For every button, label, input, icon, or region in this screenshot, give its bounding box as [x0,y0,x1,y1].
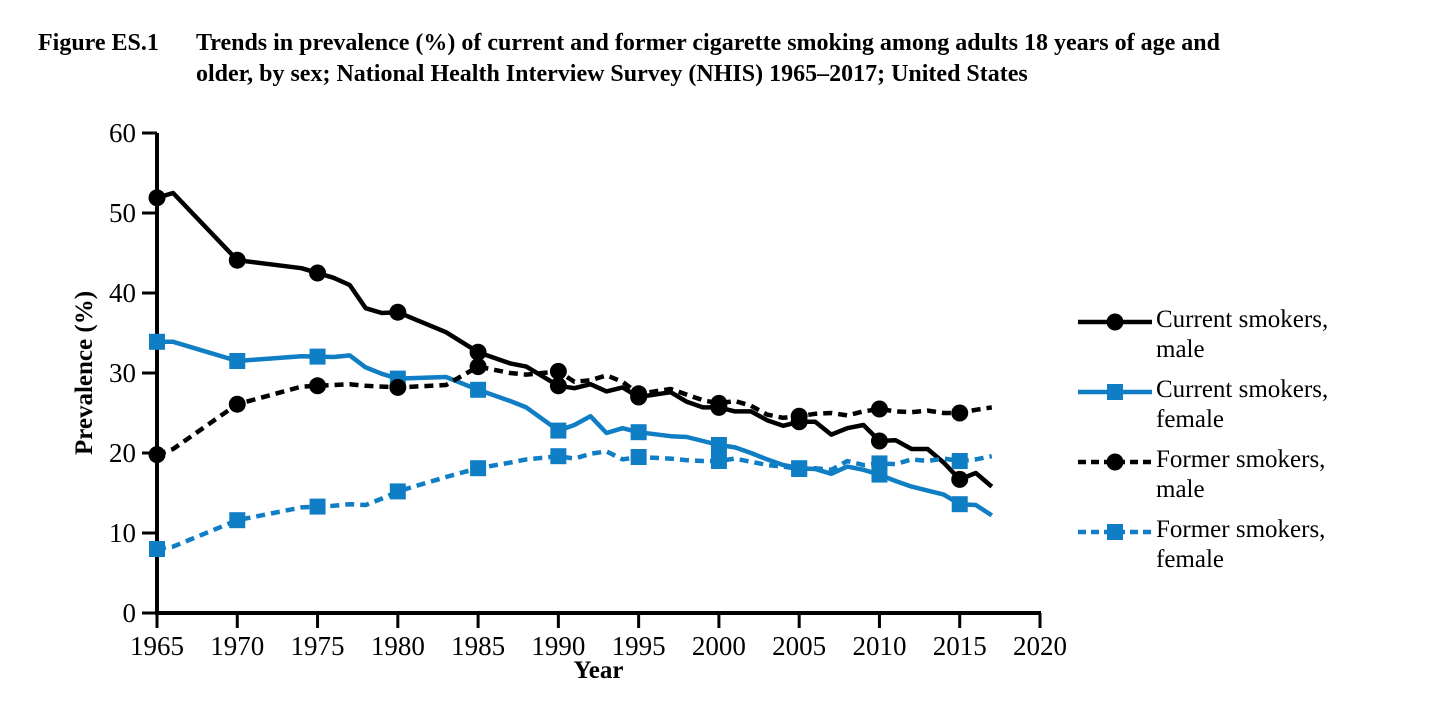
figure-label: Figure ES.1 [38,30,159,56]
legend-item-current-male: Current smokers, male [1078,306,1328,366]
marker-circle [951,404,969,422]
series-line-former-smokers-male [156,364,993,457]
marker-square [309,498,326,515]
series-lines [156,190,994,552]
svg-text:10: 10 [109,518,136,548]
marker-circle [389,378,407,396]
marker-square [229,353,246,369]
marker-square [389,483,406,500]
marker-square [791,461,808,477]
marker-square [951,453,968,469]
marker-square [470,381,487,398]
marker-square [550,448,567,465]
svg-text:1985: 1985 [451,631,505,661]
figure-title-line2: older, by sex; National Health Interview… [196,61,1028,87]
series-markers [148,189,969,557]
svg-text:0: 0 [123,598,137,628]
marker-circle [870,432,888,450]
marker-circle [469,358,487,376]
marker-circle [148,446,166,464]
marker-square [309,348,326,365]
series-line-former-smokers-female [156,449,993,552]
marker-square [470,460,487,477]
figure-title: Trends in prevalence (%) of current and … [196,28,1446,90]
svg-text:50: 50 [109,198,136,228]
marker-circle [228,251,246,269]
svg-text:2010: 2010 [852,631,906,661]
svg-text:2020: 2020 [1013,631,1067,661]
figure-title-line1: Trends in prevalence (%) of current and … [196,30,1220,56]
legend-line-current-male-icon [1078,313,1152,331]
axes [155,133,1041,615]
marker-circle [148,189,166,207]
legend-item-current-female: Current smokers, female [1078,376,1328,436]
svg-text:1980: 1980 [371,631,425,661]
marker-circle [549,362,567,380]
y-axis-label: Prevalence (%) [71,291,98,455]
svg-text:60: 60 [109,118,136,148]
svg-text:1965: 1965 [130,631,184,661]
legend-label: Former smokers, female [1156,516,1326,573]
marker-circle [389,303,407,321]
svg-text:2015: 2015 [933,631,987,661]
marker-square [630,449,647,465]
marker-square [710,437,727,453]
legend-line-current-female-icon [1078,384,1152,400]
svg-text:30: 30 [109,358,136,388]
series-line-current-smokers-male [156,190,994,489]
marker-circle [870,400,888,418]
svg-text:2005: 2005 [772,631,826,661]
marker-circle [309,264,327,282]
legend-line-former-male-icon [1078,453,1152,471]
chart-legend: Current smokers, male Current smokers, f… [1078,306,1328,586]
marker-circle [228,395,246,413]
svg-text:40: 40 [109,278,136,308]
marker-circle [710,394,728,412]
marker-square [149,333,165,350]
axis-tick-labels: 0 10 20 30 40 50 60 1965 1970 1975 1980 1985 1990 199… [109,118,1067,661]
svg-text:2000: 2000 [692,631,746,661]
legend-line-former-female-icon [1078,524,1152,540]
marker-circle [951,470,969,488]
legend-label: Current smokers, male [1156,306,1329,363]
marker-circle [630,385,648,403]
svg-text:1975: 1975 [291,631,345,661]
legend-item-former-male: Former smokers, male [1078,446,1328,506]
marker-square [229,512,246,529]
x-axis-label: Year [574,657,624,684]
svg-text:1995: 1995 [612,631,666,661]
marker-square [149,541,165,557]
marker-square [951,496,968,513]
marker-square [550,422,567,439]
legend-label: Former smokers, male [1156,446,1326,503]
legend-label: Current smokers, female [1156,376,1329,433]
marker-circle [309,377,327,395]
svg-text:1970: 1970 [210,631,264,661]
svg-text:1990: 1990 [531,631,585,661]
axis-ticks [142,131,1042,628]
marker-circle [549,377,567,395]
marker-circle [790,407,808,425]
svg-text:20: 20 [109,438,136,468]
marker-square [630,424,647,441]
legend-item-former-female: Former smokers, female [1078,516,1328,576]
marker-square [871,455,888,472]
marker-circle [469,343,487,361]
marker-square [710,453,727,469]
series-line-current-smokers-female [157,339,994,518]
